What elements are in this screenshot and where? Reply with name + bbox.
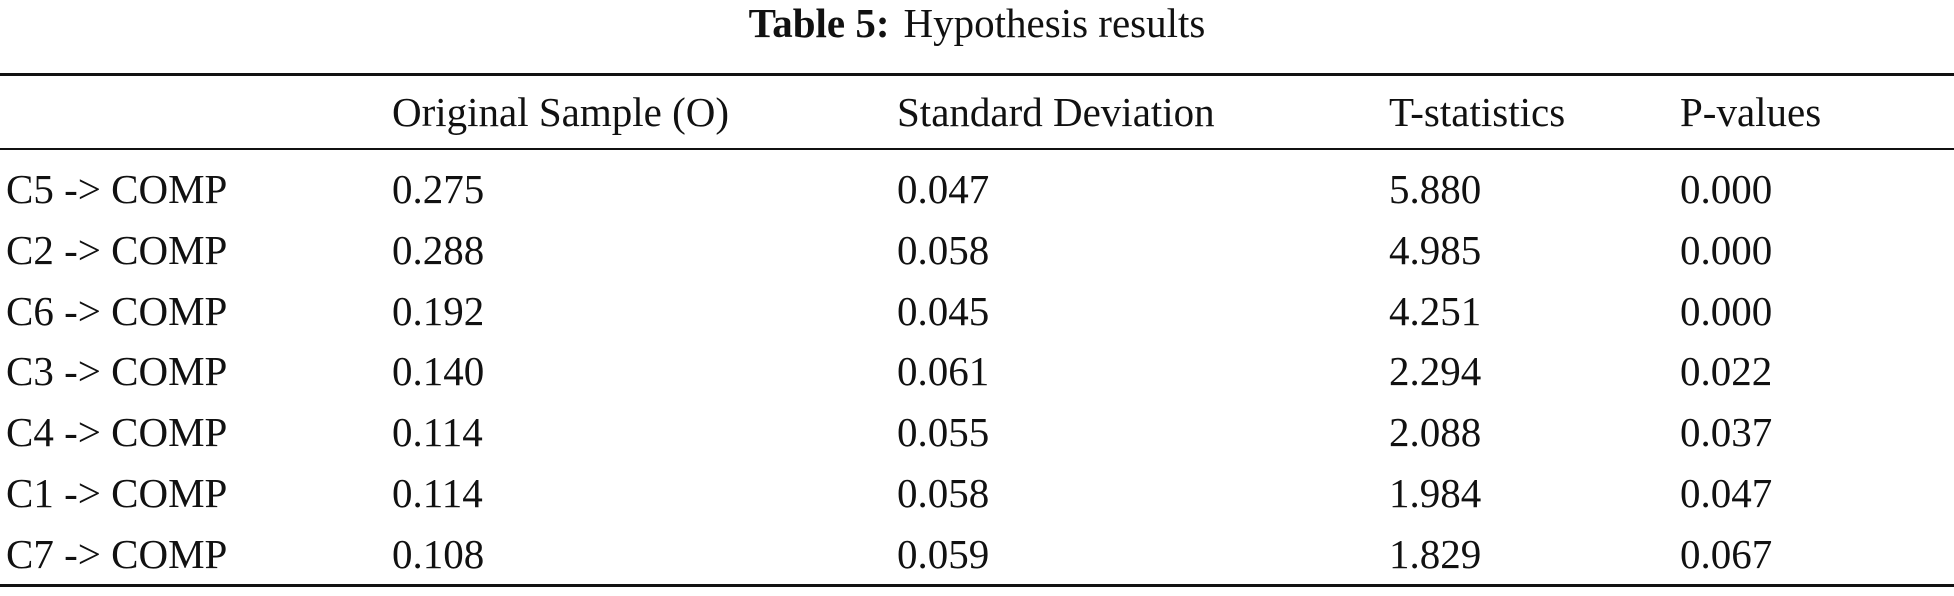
column-header: Original Sample (O) [392, 89, 730, 135]
table-cell: 0.275 [392, 166, 485, 212]
table-cell: 0.114 [392, 409, 483, 456]
table-cell: 2.294 [1389, 348, 1482, 395]
table-cell: 2.088 [1389, 409, 1482, 456]
row-label: C5 -> COMP [6, 166, 228, 212]
table-cell: 0.061 [897, 348, 990, 395]
table-cell: 0.192 [392, 287, 485, 334]
caption-label: Table 5: [748, 0, 890, 46]
table-cell: 0.059 [897, 530, 990, 577]
column-header: Standard Deviation [897, 89, 1215, 135]
column-header: T-statistics [1389, 89, 1566, 135]
row-label: C6 -> COMP [6, 287, 228, 334]
bottom-rule [0, 584, 1954, 587]
top-rule [0, 73, 1954, 76]
table-cell: 0.000 [1680, 287, 1773, 334]
row-label: C2 -> COMP [6, 226, 228, 273]
table-caption: Table 5: Hypothesis results [0, 0, 1954, 46]
table-cell: 0.288 [392, 226, 485, 273]
table-cell: 0.114 [392, 470, 483, 516]
header-rule [0, 148, 1954, 150]
row-label: C1 -> COMP [6, 470, 228, 516]
table-cell: 0.045 [897, 287, 990, 334]
table-cell: 0.000 [1680, 226, 1773, 273]
table-cell: 1.984 [1389, 470, 1482, 516]
table-cell: 4.251 [1389, 287, 1482, 334]
table-cell: 0.047 [897, 166, 990, 212]
table-cell: 0.022 [1680, 348, 1773, 395]
table-cell: 0.055 [897, 409, 990, 456]
column-header: P-values [1680, 89, 1822, 135]
table-cell: 4.985 [1389, 226, 1482, 273]
table-cell: 0.058 [897, 470, 990, 516]
row-label: C4 -> COMP [6, 409, 228, 456]
table-cell: 0.108 [392, 530, 485, 577]
table-cell: 0.067 [1680, 530, 1773, 577]
row-label: C3 -> COMP [6, 348, 228, 395]
table-cell: 5.880 [1389, 166, 1482, 212]
table-cell: 0.047 [1680, 470, 1773, 516]
caption-title: Hypothesis results [903, 0, 1206, 46]
table-cell: 1.829 [1389, 530, 1482, 577]
table-cell: 0.058 [897, 226, 990, 273]
table-cell: 0.000 [1680, 166, 1773, 212]
table-cell: 0.037 [1680, 409, 1773, 456]
row-label: C7 -> COMP [6, 530, 228, 577]
table-cell: 0.140 [392, 348, 485, 395]
